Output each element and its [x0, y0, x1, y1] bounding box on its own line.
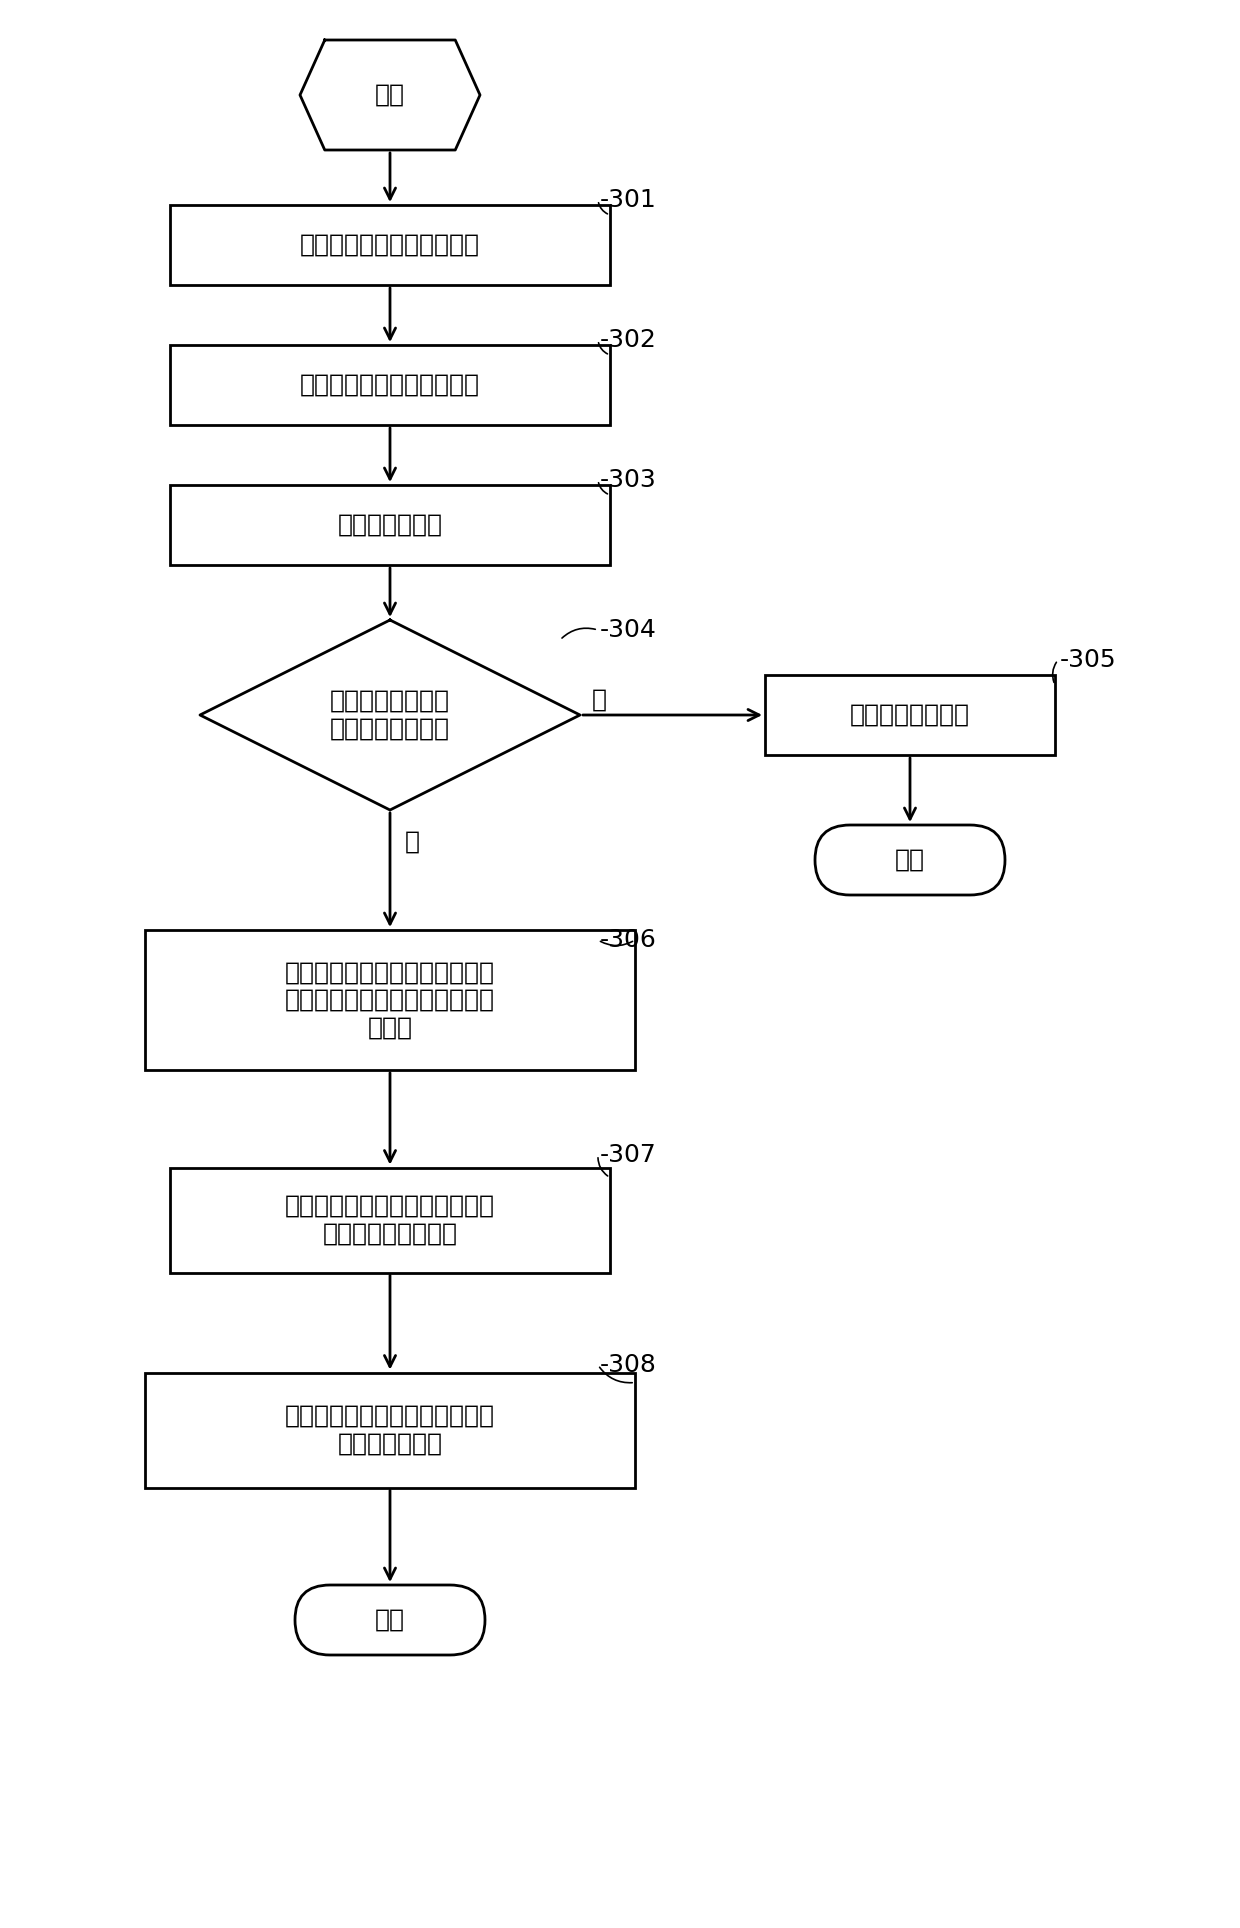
Polygon shape	[200, 621, 580, 810]
Text: 确定硅片腐蚀前的实际重量: 确定硅片腐蚀前的实际重量	[300, 233, 480, 256]
Text: 是: 是	[591, 688, 608, 711]
Text: 将第一变化值与第一预设值进行
比较，得到比较结果: 将第一变化值与第一预设值进行 比较，得到比较结果	[285, 1193, 495, 1245]
Text: 判断第三变化值是
否大于第三预设值: 判断第三变化值是 否大于第三预设值	[330, 688, 450, 740]
Bar	[145, 1373, 635, 1488]
Bar	[170, 345, 610, 424]
Text: -303: -303	[600, 469, 657, 492]
Text: -306: -306	[600, 927, 657, 952]
Bar	[170, 1168, 610, 1272]
Text: -305: -305	[1060, 648, 1117, 673]
Text: 结束: 结束	[374, 1608, 405, 1631]
Bar	[145, 929, 635, 1070]
Text: 生成第二提示信息: 生成第二提示信息	[849, 704, 970, 727]
Text: 确定硅片腐蚀后的实际重量: 确定硅片腐蚀后的实际重量	[300, 372, 480, 397]
FancyBboxPatch shape	[815, 825, 1004, 895]
Bar	[170, 486, 610, 565]
Text: 开始: 开始	[374, 83, 405, 106]
FancyBboxPatch shape	[295, 1585, 485, 1654]
Text: -308: -308	[600, 1353, 657, 1377]
Polygon shape	[300, 40, 480, 150]
Text: -304: -304	[600, 619, 657, 642]
Text: -302: -302	[600, 328, 657, 353]
Text: -301: -301	[600, 189, 657, 212]
Text: -307: -307	[600, 1143, 657, 1166]
Bar	[170, 204, 610, 285]
Bar	[765, 675, 1055, 756]
Text: 根据比较结果，对硅片的腐蚀溶
液进行浓度控制: 根据比较结果，对硅片的腐蚀溶 液进行浓度控制	[285, 1404, 495, 1456]
Text: 否: 否	[405, 829, 420, 854]
Text: 结束: 结束	[895, 848, 925, 871]
Text: 根据硅片腐蚀前的实际重量和硅
片腐蚀后的实际重量，确定第一
变化值: 根据硅片腐蚀前的实际重量和硅 片腐蚀后的实际重量，确定第一 变化值	[285, 960, 495, 1039]
Text: 确定第三变化值: 确定第三变化值	[337, 513, 443, 538]
